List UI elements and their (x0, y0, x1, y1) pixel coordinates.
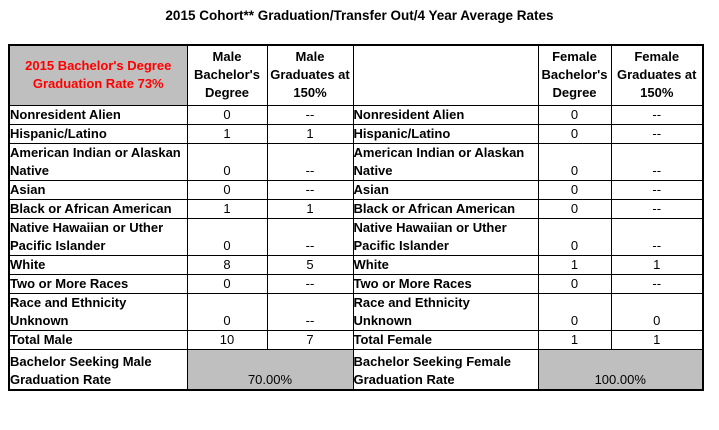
row-label: Nonresident Alien (8, 104, 188, 125)
male-graduation-rate: 70.00% (186, 348, 354, 391)
row-label: Nonresident Alien (352, 104, 539, 125)
value-cell: 0 (537, 198, 612, 219)
value-cell: 0 (186, 179, 268, 200)
table-row: Hispanic/Latino 1 1 Hispanic/Latino 0 -- (8, 123, 704, 144)
rate-row: Bachelor Seeking Male Graduation Rate 70… (8, 348, 704, 391)
value-cell: 7 (266, 329, 354, 350)
row-label: Total Female (352, 329, 539, 350)
value-cell: -- (266, 292, 354, 331)
value-cell: 0 (537, 273, 612, 294)
row-label: White (8, 254, 188, 275)
rate-row-label: Bachelor Seeking Male Graduation Rate (8, 348, 188, 391)
row-label: Total Male (8, 329, 188, 350)
header-left-title: 2015 Bachelor's Degree Graduation Rate 7… (8, 44, 188, 106)
table-row: Race and Ethnicity Unknown 0 -- Race and… (8, 292, 704, 331)
value-cell: -- (610, 198, 704, 219)
value-cell: 0 (537, 142, 612, 181)
value-cell: -- (266, 273, 354, 294)
value-cell: 1 (537, 329, 612, 350)
value-cell: 0 (186, 292, 268, 331)
row-label: Race and Ethnicity Unknown (8, 292, 188, 331)
value-cell: 1 (610, 329, 704, 350)
value-cell: -- (610, 179, 704, 200)
row-label: Hispanic/Latino (352, 123, 539, 144)
value-cell: 1 (266, 198, 354, 219)
value-cell: 1 (610, 254, 704, 275)
row-label: Race and Ethnicity Unknown (352, 292, 539, 331)
value-cell: 0 (537, 179, 612, 200)
header-right-blank (352, 44, 539, 106)
row-label: Two or More Races (352, 273, 539, 294)
row-label: Native Hawaiian or Uther Pacific Islande… (8, 217, 188, 256)
row-label: Black or African American (352, 198, 539, 219)
table-row: Black or African American 1 1 Black or A… (8, 198, 704, 219)
table-row: Nonresident Alien 0 -- Nonresident Alien… (8, 104, 704, 125)
table-row: White 8 5 White 1 1 (8, 254, 704, 275)
row-label: Hispanic/Latino (8, 123, 188, 144)
value-cell: 10 (186, 329, 268, 350)
value-cell: -- (266, 179, 354, 200)
header-male-150: Male Graduates at 150% (266, 44, 354, 106)
value-cell: 0 (537, 292, 612, 331)
row-label: Asian (8, 179, 188, 200)
header-row: 2015 Bachelor's Degree Graduation Rate 7… (8, 44, 704, 106)
value-cell: 0 (186, 104, 268, 125)
row-label: American Indian or Alaskan Native (352, 142, 539, 181)
table-row: Asian 0 -- Asian 0 -- (8, 179, 704, 200)
table-row: American Indian or Alaskan Native 0 -- A… (8, 142, 704, 181)
header-male-degree: Male Bachelor's Degree (186, 44, 268, 106)
header-female-degree: Female Bachelor's Degree (537, 44, 612, 106)
row-label: Two or More Races (8, 273, 188, 294)
value-cell: -- (610, 273, 704, 294)
value-cell: 0 (537, 217, 612, 256)
value-cell: -- (610, 123, 704, 144)
value-cell: -- (266, 142, 354, 181)
value-cell: 5 (266, 254, 354, 275)
row-label: Asian (352, 179, 539, 200)
row-label: White (352, 254, 539, 275)
row-label: Native Hawaiian or Uther Pacific Islande… (352, 217, 539, 256)
table-row: Two or More Races 0 -- Two or More Races… (8, 273, 704, 294)
value-cell: -- (610, 217, 704, 256)
value-cell: 1 (186, 198, 268, 219)
value-cell: -- (266, 217, 354, 256)
header-female-150: Female Graduates at 150% (610, 44, 704, 106)
value-cell: -- (610, 142, 704, 181)
total-row: Total Male 10 7 Total Female 1 1 (8, 329, 704, 350)
value-cell: 1 (537, 254, 612, 275)
value-cell: 1 (186, 123, 268, 144)
value-cell: 0 (610, 292, 704, 331)
rate-row-label: Bachelor Seeking Female Graduation Rate (352, 348, 539, 391)
value-cell: -- (266, 104, 354, 125)
page-title: 2015 Cohort** Graduation/Transfer Out/4 … (165, 8, 554, 23)
value-cell: 0 (537, 123, 612, 144)
value-cell: 0 (186, 217, 268, 256)
table-row: Native Hawaiian or Uther Pacific Islande… (8, 217, 704, 256)
value-cell: 8 (186, 254, 268, 275)
female-graduation-rate: 100.00% (537, 348, 704, 391)
value-cell: 0 (186, 142, 268, 181)
value-cell: 0 (186, 273, 268, 294)
value-cell: 0 (537, 104, 612, 125)
graduation-table: 2015 Bachelor's Degree Graduation Rate 7… (8, 44, 704, 391)
value-cell: -- (610, 104, 704, 125)
value-cell: 1 (266, 123, 354, 144)
row-label: American Indian or Alaskan Native (8, 142, 188, 181)
row-label: Black or African American (8, 198, 188, 219)
